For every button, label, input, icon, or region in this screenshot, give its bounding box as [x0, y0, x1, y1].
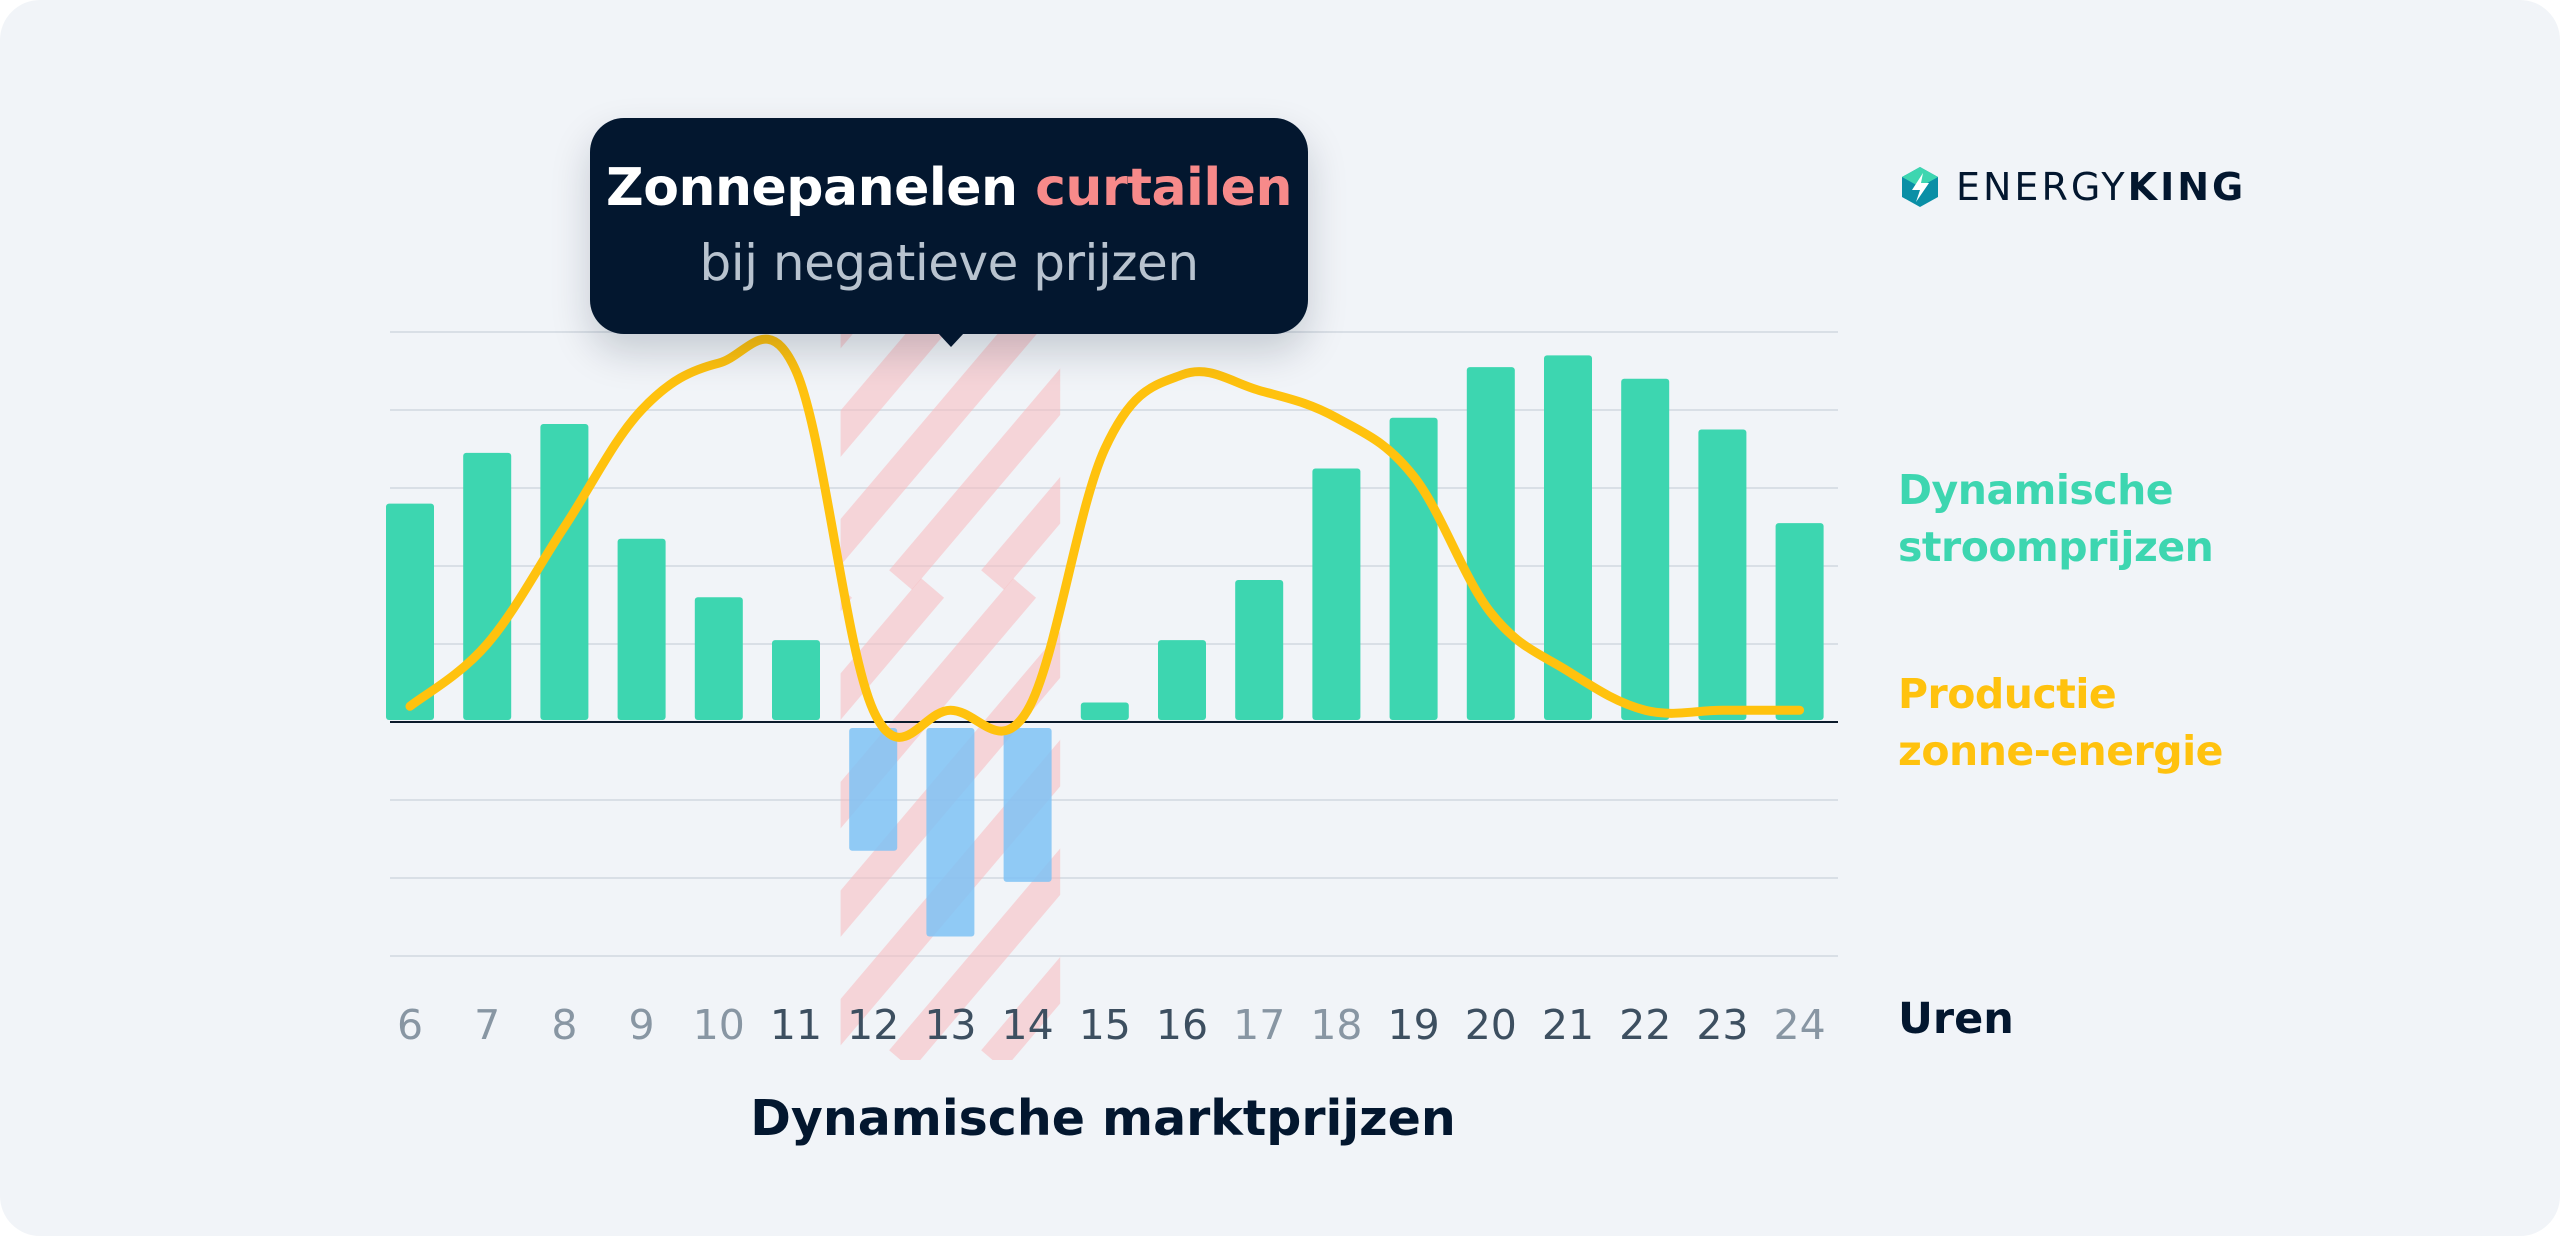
x-tick-label: 16: [1156, 1001, 1208, 1049]
price-bar: [1698, 429, 1747, 720]
brand-name: ENERGYKING: [1956, 165, 2246, 209]
x-tick-label: 8: [551, 1001, 577, 1049]
tooltip-subtitle: bij negatieve prijzen: [699, 234, 1199, 292]
price-bar: [1235, 580, 1284, 720]
x-tick-label: 11: [770, 1001, 822, 1049]
curtail-tooltip: Zonnepanelen curtailen bij negatieve pri…: [590, 118, 1308, 347]
x-tick-label: 7: [474, 1001, 500, 1049]
price-bar: [1080, 702, 1129, 720]
x-tick-label: 14: [1002, 1001, 1054, 1049]
chart-title: Dynamische marktprijzen: [750, 1090, 1456, 1147]
price-bar: [463, 452, 512, 720]
x-tick-label: 15: [1079, 1001, 1131, 1049]
legend-prices-line1: Dynamische: [1898, 466, 2174, 514]
price-bar: [772, 640, 820, 720]
x-tick-label: 10: [693, 1001, 745, 1049]
solar-production-line: [405, 334, 1805, 742]
x-tick-label: 18: [1310, 1001, 1362, 1049]
x-tick-label: 12: [847, 1001, 899, 1049]
x-tick-label: 21: [1542, 1001, 1594, 1049]
x-axis-ticks: 6 7 8 9 10 11 12 13 14 15 16 17 18 19 20 21 22 23 24: [397, 1001, 1826, 1049]
legend-solar-line1: Productie: [1898, 670, 2117, 718]
negative-price-bar: [926, 728, 975, 937]
x-tick-label: 9: [629, 1001, 655, 1049]
negative-price-bar: [849, 728, 898, 851]
price-bars: [386, 355, 1824, 937]
hatch-stripe: [840, 320, 1049, 566]
x-tick-label: 20: [1465, 1001, 1517, 1049]
tooltip-title: Zonnepanelen curtailen: [590, 158, 1308, 218]
x-tick-label: 19: [1388, 1001, 1440, 1049]
legend-solar-production: Productie zonne-energie: [1898, 666, 2298, 780]
hatch-stripe: [981, 477, 1061, 590]
price-bar: [1621, 378, 1670, 720]
price-bar: [1158, 640, 1206, 720]
tooltip-title-accent: curtailen: [1035, 158, 1292, 218]
hatch-stripe: [840, 320, 957, 457]
price-bar: [1775, 523, 1824, 720]
price-bar: [617, 538, 666, 720]
price-bar: [540, 424, 589, 720]
hatch-stripe: [840, 631, 1061, 937]
brand-logo: ENERGYKING: [1898, 162, 2246, 212]
negative-price-bar: [1003, 728, 1052, 882]
brand-name-bold: KING: [2127, 165, 2247, 209]
hatch-stripe: [840, 578, 1037, 829]
price-bar: [1544, 355, 1592, 720]
price-bar: [386, 503, 434, 720]
x-axis-unit-label: Uren: [1898, 994, 2014, 1044]
legend-prices-line2: stroomprijzen: [1898, 523, 2214, 571]
x-tick-label: 23: [1696, 1001, 1748, 1049]
hatch-stripe: [840, 578, 945, 720]
x-tick-label: 13: [924, 1001, 976, 1049]
price-bar: [694, 597, 743, 720]
hatch-stripe: [889, 368, 1061, 590]
price-bar: [1312, 468, 1361, 720]
price-bar: [1466, 367, 1515, 720]
hatch-stripe: [889, 848, 1061, 1060]
x-tick-label: 24: [1774, 1001, 1826, 1049]
brand-name-light: ENERGY: [1956, 165, 2128, 209]
hatch-stripe: [981, 957, 1061, 1060]
legend-solar-line2: zonne-energie: [1898, 727, 2223, 775]
legend-dynamic-prices: Dynamische stroomprijzen: [1898, 462, 2298, 576]
x-tick-label: 6: [397, 1001, 423, 1049]
tooltip-title-main: Zonnepanelen: [606, 158, 1018, 218]
x-tick-label: 17: [1233, 1001, 1285, 1049]
x-tick-label: 22: [1619, 1001, 1671, 1049]
energyking-logo-icon: [1902, 167, 1938, 207]
